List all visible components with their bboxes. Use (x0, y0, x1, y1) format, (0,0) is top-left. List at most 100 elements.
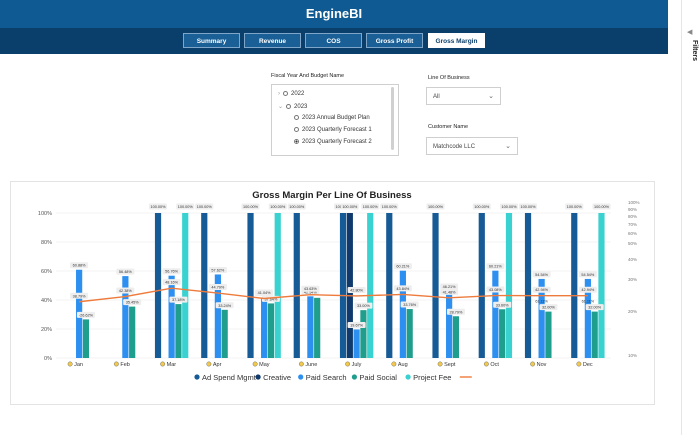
data-label: 100.00% (243, 205, 259, 209)
x-tick-label: July (352, 362, 362, 368)
nav-bar: Summary Revenue COS Gross Profit Gross M… (0, 28, 668, 54)
bar-paid-search (538, 278, 545, 358)
bar-paid-social (221, 309, 228, 358)
month-icon (345, 361, 351, 367)
data-label: 60.88% (73, 264, 87, 268)
month-icon (113, 361, 119, 367)
collapse-chevron-icon[interactable]: ⌄ (278, 104, 284, 110)
data-label: 19.67% (350, 323, 364, 327)
data-label-bg (486, 263, 505, 270)
tree-item-forecast-2[interactable]: 2023 Quarterly Forecast 2 (294, 139, 372, 145)
tree-item-annual-budget[interactable]: 2023 Annual Budget Plan (294, 115, 370, 121)
tab-cos[interactable]: COS (305, 33, 362, 48)
data-label-bg (195, 203, 214, 210)
line-label-bg (440, 288, 459, 295)
data-label-bg (400, 301, 419, 308)
x-tick-label: June (305, 362, 317, 368)
chevron-down-icon: ⌄ (505, 143, 511, 150)
top-bar (0, 0, 668, 28)
tree-item-2023[interactable]: ⌄ 2023 (278, 103, 308, 110)
legend-marker (255, 374, 261, 380)
data-label: 100.00% (178, 205, 194, 209)
data-label: 42.54% (304, 290, 318, 294)
line-data-label: 48.16% (165, 281, 179, 285)
data-label: 100.00% (594, 205, 610, 209)
tree-item-forecast-1[interactable]: 2023 Quarterly Forecast 1 (294, 127, 372, 133)
data-label-bg (340, 203, 359, 210)
fiscal-year-slicer-title: Fiscal Year And Budget Name (271, 73, 345, 79)
tree-item-2022[interactable]: › 2022 (278, 91, 305, 98)
radio-icon[interactable] (286, 103, 292, 109)
line-data-label: 61.11% (582, 300, 595, 304)
data-label: 32.00% (542, 306, 556, 310)
customer-name-value: Matchcode LLC (433, 144, 476, 150)
radio-selected-icon[interactable] (294, 139, 299, 144)
radio-icon[interactable] (283, 91, 288, 96)
line-of-business-value: All (433, 94, 440, 100)
bar-ad-spend-mgmt (339, 213, 347, 358)
line-data-label: 43.84% (396, 287, 410, 291)
bar-ad-spend-mgmt (154, 213, 162, 358)
bar-paid-search (492, 270, 499, 358)
fiscal-year-slicer[interactable]: › 2022 ⌄ 2023 2023 Annual Budget Plan 2023… (271, 84, 399, 156)
data-label: 100.00% (428, 205, 444, 209)
month-icon (160, 361, 166, 367)
line-label-bg (162, 279, 181, 286)
data-label-bg (585, 304, 604, 311)
expand-chevron-icon[interactable]: › (278, 91, 280, 98)
data-label: 33.60% (496, 303, 510, 307)
gross-margin-chart-card: Gross Margin Per Line Of Business 0% 20% 40… (10, 181, 655, 405)
data-label-bg (539, 304, 558, 311)
y2-tick-label: 40% (628, 257, 637, 262)
bar-paid-search (122, 276, 129, 358)
bar-paid-search (446, 290, 453, 358)
y2-tick-label: 70% (628, 222, 637, 227)
gross-margin-chart[interactable]: Gross Margin Per Line Of Business 0% 20% 40… (11, 182, 654, 404)
legend-label: Creative (263, 373, 291, 382)
tab-gross-margin[interactable]: Gross Margin (428, 33, 485, 48)
customer-name-dropdown[interactable]: Matchcode LLC ⌄ (426, 137, 518, 155)
bar-project-fee (182, 213, 189, 358)
line-data-label: 42.94% (535, 288, 549, 292)
radio-icon[interactable] (294, 127, 299, 132)
line-label-bg (208, 284, 227, 291)
filters-pane[interactable] (681, 0, 700, 435)
line-label-bg (70, 292, 89, 299)
data-label: 60.21% (489, 265, 503, 269)
data-label-bg (149, 203, 168, 210)
month-icon (252, 361, 258, 367)
customer-name-title: Customer Name (428, 124, 469, 130)
collapse-arrow-icon[interactable]: ◀ (687, 29, 693, 36)
tab-summary[interactable]: Summary (183, 33, 240, 48)
bar-ad-spend-mgmt (386, 213, 393, 358)
data-label: 100.00% (567, 205, 583, 209)
radio-icon[interactable] (294, 115, 299, 120)
y-tick-label: 40% (41, 298, 52, 304)
line-label-bg (486, 286, 505, 293)
x-tick-label: Oct (490, 362, 499, 368)
bar-paid-search (168, 275, 175, 358)
tab-gross-profit[interactable]: Gross Profit (366, 33, 423, 48)
month-icon (67, 361, 73, 367)
data-label-bg (578, 271, 597, 278)
tab-revenue[interactable]: Revenue (244, 33, 301, 48)
line-data-label: 41.04% (258, 291, 272, 295)
data-label-bg (169, 296, 188, 303)
line-data-label: 42.80% (350, 288, 364, 292)
bar-paid-social (452, 316, 460, 358)
line-of-business-title: Line Of Business (428, 75, 470, 81)
bar-project-fee (367, 213, 374, 358)
slicer-scrollbar[interactable] (391, 87, 394, 150)
line-of-business-dropdown[interactable]: All ⌄ (426, 87, 501, 105)
filters-pane-label[interactable]: Filters (691, 40, 698, 62)
data-label-bg (215, 302, 234, 309)
data-label-bg (162, 268, 181, 275)
data-label: 33.76% (403, 303, 417, 307)
x-tick-label: Apr (213, 362, 222, 368)
bar-project-fee (274, 213, 281, 358)
data-label: 33.00% (357, 304, 371, 308)
month-icon (391, 361, 397, 367)
data-label: 100.00% (501, 205, 517, 209)
month-icon (576, 361, 582, 367)
month-icon (206, 361, 212, 367)
